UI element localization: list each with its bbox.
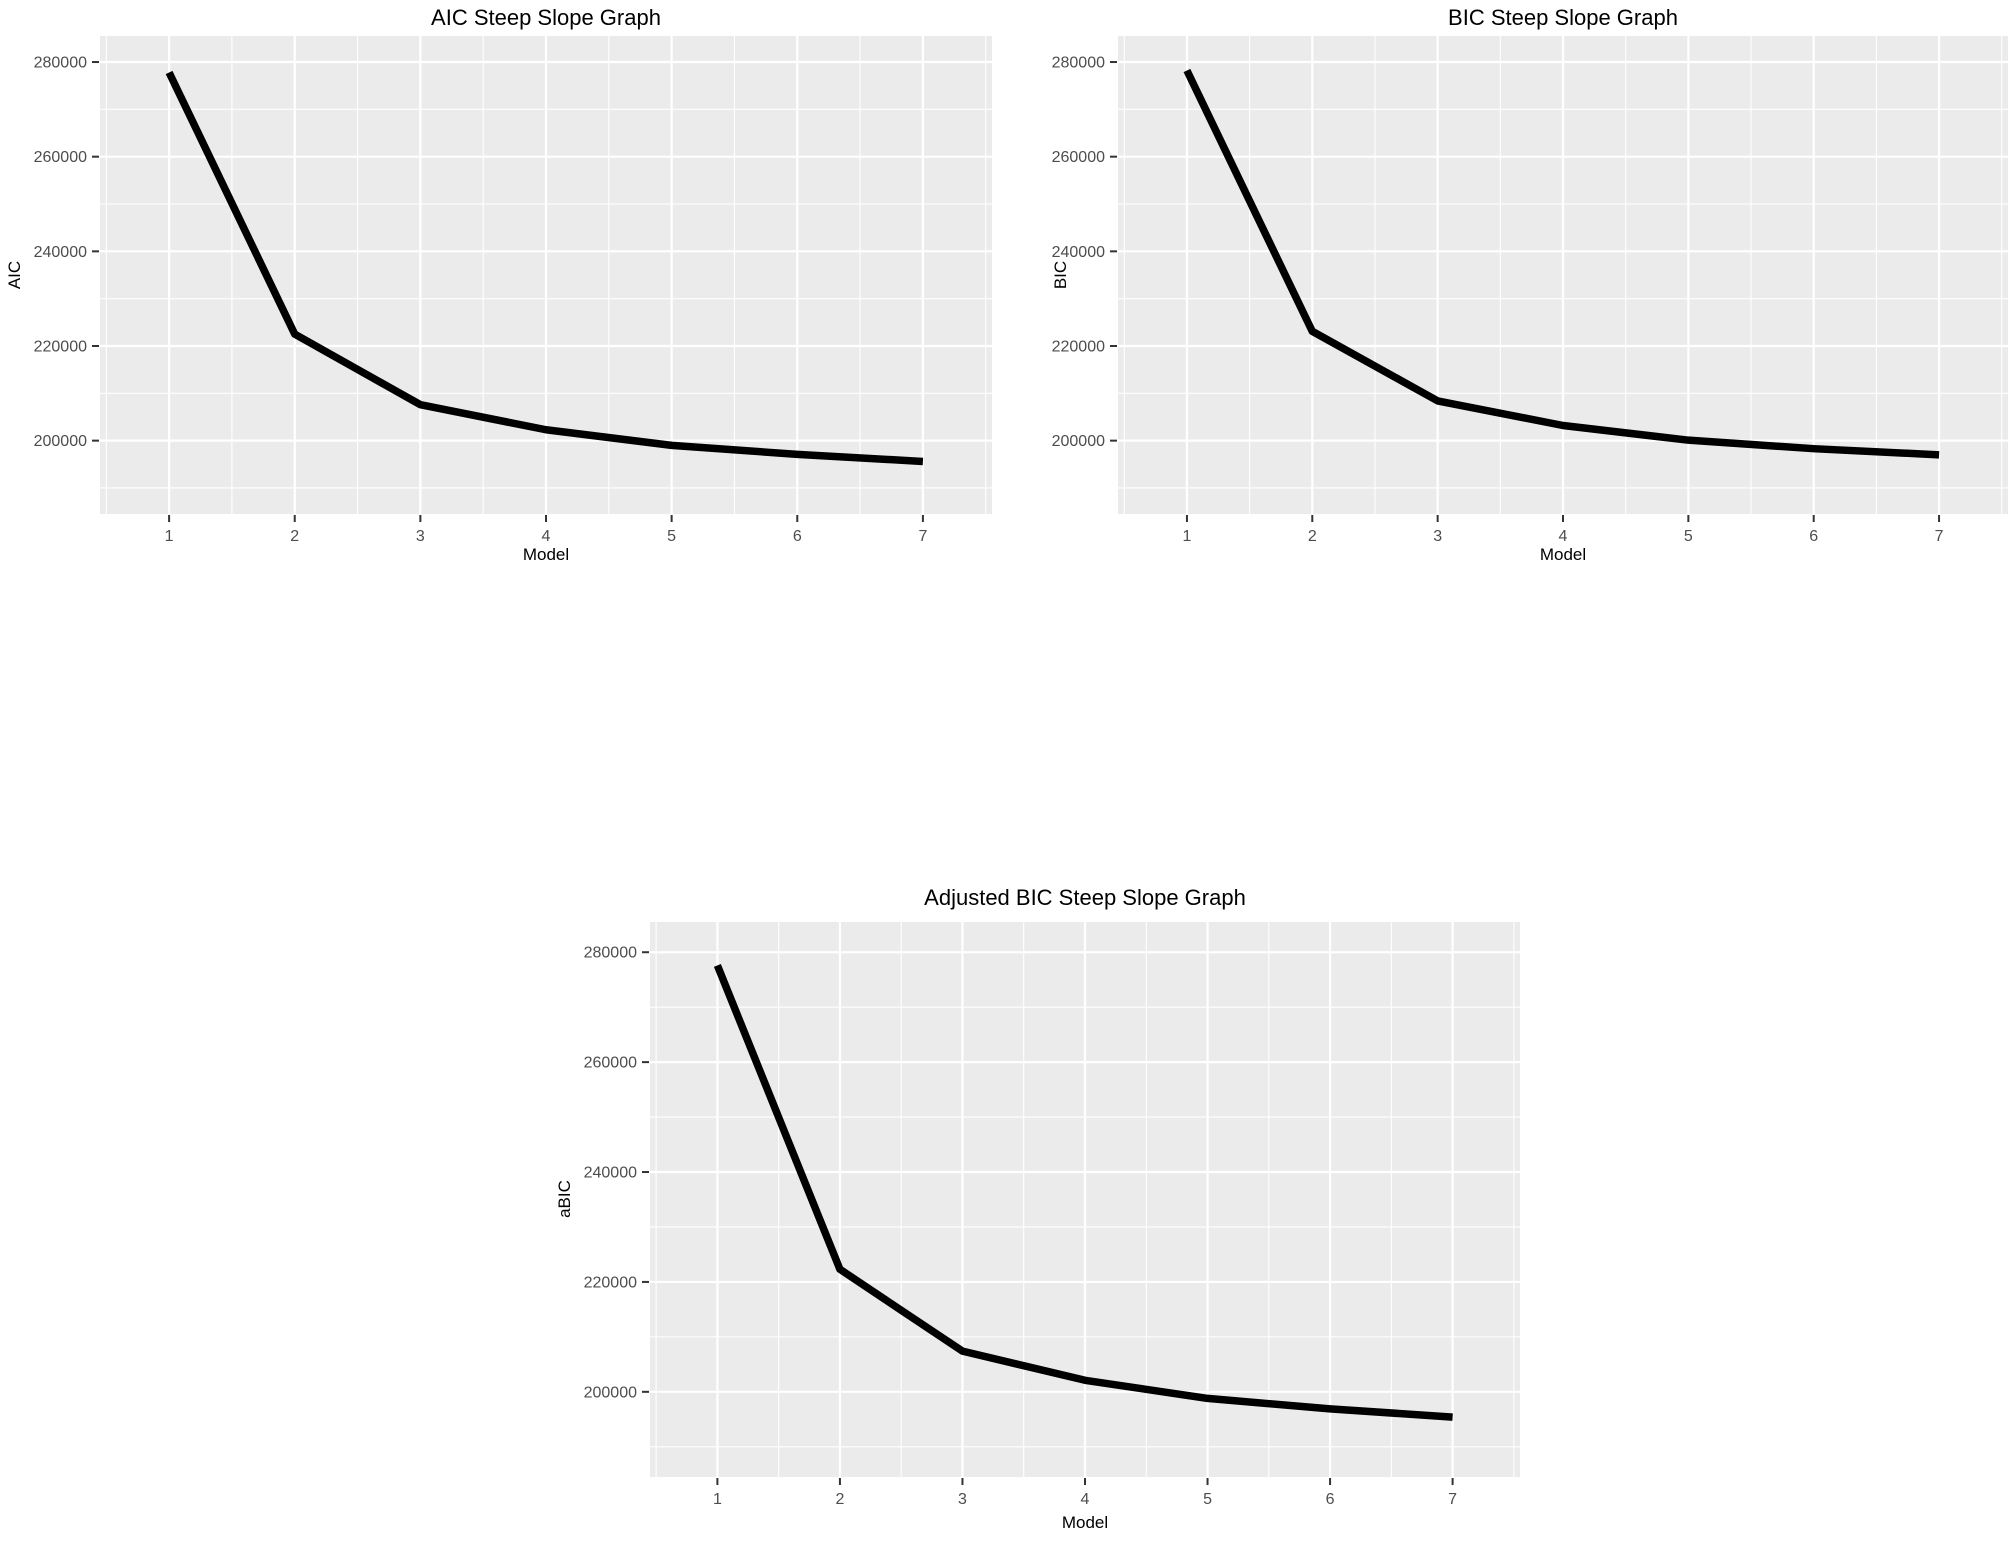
y-tick-label: 240000 <box>34 244 87 261</box>
y-tick-label: 280000 <box>584 945 637 962</box>
bic-chart: 1 2 3 4 5 6 7 200000 220000 240000 260000 280000 BI… <box>1050 0 2010 580</box>
series-line <box>165 70 924 466</box>
x-tick-label: 1 <box>165 528 174 545</box>
y-tick-label: 220000 <box>34 338 87 355</box>
adjusted-bic-plot-area: 1 2 3 4 5 6 7 200000 220000 240000 260000 280000 <box>584 922 1520 1508</box>
aic-plot-area: 1 2 3 4 5 6 7 200000 220000 240000 260000 280000 <box>34 36 992 545</box>
x-tick-label: 1 <box>1182 528 1191 545</box>
y-tick-label: 280000 <box>34 55 87 72</box>
y-tick-label: 200000 <box>1052 433 1105 450</box>
x-tick-label: 5 <box>1684 528 1693 545</box>
aic-y-axis-title: AIC <box>5 261 24 289</box>
y-tick-label: 240000 <box>584 1165 637 1182</box>
adjusted-bic-chart: 1 2 3 4 5 6 7 200000 220000 240000 260000 280000 Ad… <box>550 880 1560 1550</box>
series-line <box>1183 68 1940 459</box>
adjusted-bic-chart-title: Adjusted BIC Steep Slope Graph <box>924 885 1246 910</box>
x-tick-label: 4 <box>542 528 551 545</box>
bic-plot-area: 1 2 3 4 5 6 7 200000 220000 240000 260000 280000 <box>1052 36 2008 545</box>
x-tick-label: 3 <box>416 528 425 545</box>
y-tick-label: 260000 <box>1052 149 1105 166</box>
bic-y-axis-title: BIC <box>1051 261 1070 289</box>
x-tick-label: 5 <box>1203 1491 1212 1508</box>
x-tick-label: 4 <box>1559 528 1568 545</box>
x-tick-label: 7 <box>918 528 927 545</box>
x-tick-label: 1 <box>713 1491 722 1508</box>
bic-x-axis-title: Model <box>1540 545 1586 564</box>
x-tick-label: 5 <box>667 528 676 545</box>
y-tick-label: 260000 <box>584 1055 637 1072</box>
aic-plot: 1 2 3 4 5 6 7 200000 220000 240000 260000 280000 AI… <box>5 5 992 564</box>
y-tick-label: 220000 <box>584 1274 637 1291</box>
y-tick-label: 200000 <box>584 1384 637 1401</box>
y-tick-label: 200000 <box>34 433 87 450</box>
x-tick-label: 7 <box>1448 1491 1457 1508</box>
adjusted-bic-plot: 1 2 3 4 5 6 7 200000 220000 240000 260000 280000 Ad… <box>555 885 1520 1532</box>
x-tick-label: 6 <box>793 528 802 545</box>
aic-x-axis-title: Model <box>523 545 569 564</box>
adjusted-bic-y-axis-title: aBIC <box>555 1180 574 1218</box>
y-tick-label: 220000 <box>1052 338 1105 355</box>
x-tick-label: 3 <box>1433 528 1442 545</box>
x-tick-label: 7 <box>1935 528 1944 545</box>
x-tick-label: 2 <box>1308 528 1317 545</box>
bic-chart-title: BIC Steep Slope Graph <box>1448 5 1678 30</box>
adjusted-bic-x-axis-title: Model <box>1062 1513 1108 1532</box>
x-tick-label: 2 <box>290 528 299 545</box>
y-tick-label: 240000 <box>1052 244 1105 261</box>
bic-plot: 1 2 3 4 5 6 7 200000 220000 240000 260000 280000 BI… <box>1051 5 2008 564</box>
x-tick-label: 6 <box>1809 528 1818 545</box>
x-tick-label: 3 <box>958 1491 967 1508</box>
x-tick-label: 2 <box>835 1491 844 1508</box>
aic-chart-title: AIC Steep Slope Graph <box>431 5 661 30</box>
x-tick-label: 6 <box>1326 1491 1335 1508</box>
x-tick-label: 4 <box>1081 1491 1090 1508</box>
y-tick-label: 260000 <box>34 149 87 166</box>
aic-chart: 1 2 3 4 5 6 7 200000 220000 240000 260000 280000 AI… <box>0 0 1005 580</box>
y-tick-label: 280000 <box>1052 55 1105 72</box>
series-line <box>713 964 1453 1421</box>
